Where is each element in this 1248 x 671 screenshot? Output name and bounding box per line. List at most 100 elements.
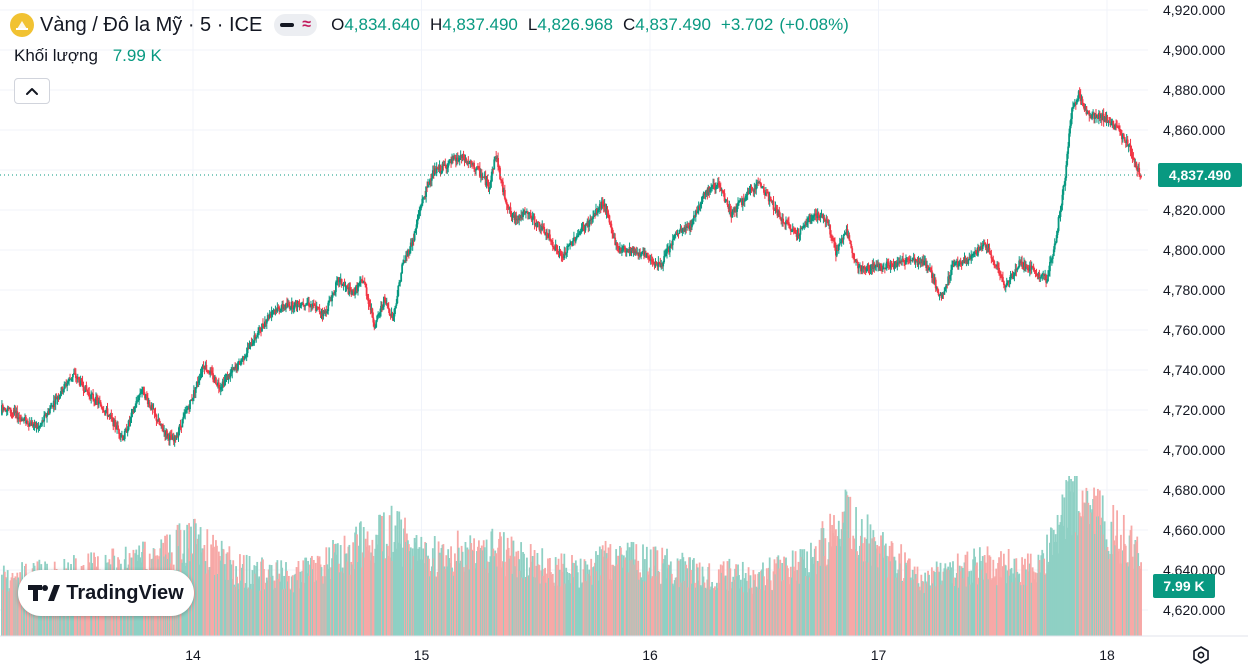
candle-body: [12, 413, 15, 415]
volume-bar: [500, 536, 502, 636]
volume-bar: [1054, 534, 1057, 636]
volume-bar: [480, 545, 483, 636]
candle-body: [382, 306, 384, 308]
indicator-toggle[interactable]: ≈: [274, 14, 318, 36]
volume-bar: [843, 511, 846, 636]
volume-bar: [299, 571, 302, 636]
candle-body: [636, 252, 639, 254]
symbol-title[interactable]: Vàng / Đô la Mỹ · 5 · ICE: [40, 13, 263, 36]
candle-body: [472, 162, 475, 165]
candle-body: [239, 360, 242, 365]
volume-bar: [1115, 535, 1118, 636]
candle-body: [158, 419, 161, 425]
volume-label[interactable]: Khối lượng: [14, 46, 98, 65]
volume-bar: [1063, 497, 1066, 636]
candle-body: [123, 430, 126, 439]
candle-body: [1023, 261, 1025, 268]
volume-bar: [732, 576, 735, 636]
volume-bar: [1049, 527, 1052, 636]
candle-body: [119, 433, 121, 437]
volume-bar: [903, 578, 905, 636]
collapse-legend-button[interactable]: [14, 78, 50, 104]
volume-bar: [409, 547, 412, 636]
candle-body: [896, 262, 899, 268]
candle-body: [78, 379, 81, 386]
volume-bar: [287, 581, 289, 636]
volume-bar: [295, 567, 298, 636]
volume-bar: [234, 586, 237, 636]
volume-bar: [297, 560, 300, 636]
volume-bar: [497, 547, 499, 636]
volume-bar: [1064, 538, 1067, 636]
candle-body: [408, 250, 411, 254]
volume-bar: [822, 528, 825, 636]
minimize-icon[interactable]: [280, 23, 295, 27]
volume-bar: [894, 560, 897, 636]
candle-body: [182, 416, 185, 420]
volume-bar: [912, 579, 915, 636]
volume-bar: [997, 562, 999, 636]
candle-body: [295, 300, 298, 308]
candle-body: [341, 284, 344, 286]
candle-body: [307, 302, 309, 304]
volume-bar: [578, 587, 581, 636]
volume-bar: [646, 571, 649, 636]
candle-body: [823, 217, 826, 221]
candle-body: [386, 303, 389, 308]
candle-body: [711, 185, 714, 187]
candle-body: [1033, 270, 1036, 273]
candle-body: [795, 233, 798, 237]
candle-body: [189, 400, 191, 410]
candle-body: [650, 259, 653, 262]
volume-bar: [446, 566, 449, 636]
volume-bar: [565, 567, 568, 636]
candle-body: [232, 368, 235, 370]
candle-body: [934, 279, 937, 289]
candle-body: [1005, 283, 1008, 287]
candle-body: [552, 246, 555, 250]
candle-body: [725, 200, 728, 202]
volume-bar: [311, 569, 314, 636]
volume-bar: [1130, 525, 1133, 636]
volume-bar: [245, 554, 248, 636]
compare-wave-icon[interactable]: ≈: [302, 16, 312, 33]
candle-body: [944, 287, 947, 292]
volume-bar: [268, 564, 271, 636]
candle-body: [566, 246, 569, 253]
candle-body: [1012, 276, 1015, 278]
volume-bar: [292, 592, 295, 636]
volume-bar: [233, 584, 236, 636]
volume-bar: [453, 575, 455, 636]
volume-bar: [683, 580, 686, 636]
candle-body: [670, 244, 673, 246]
candle-body: [830, 234, 833, 237]
chart-settings-button[interactable]: [1190, 644, 1212, 666]
candle-body: [438, 165, 441, 170]
tradingview-logo[interactable]: TradingView: [18, 570, 194, 616]
candle-body: [914, 260, 917, 263]
volume-bar: [296, 580, 299, 636]
candle-body: [562, 257, 565, 259]
candle-body: [284, 307, 286, 309]
volume-bar: [574, 560, 577, 636]
candle-body: [49, 405, 52, 409]
candle-body: [454, 157, 457, 162]
candle-body: [326, 311, 329, 314]
volume-bar: [310, 557, 312, 636]
candle-body: [721, 190, 724, 193]
candle-body: [555, 245, 558, 250]
candle-body: [397, 285, 400, 296]
volume-bar: [982, 579, 985, 636]
volume-bar: [382, 512, 385, 636]
candle-body: [976, 252, 978, 256]
candle-body: [168, 434, 170, 441]
candle-body: [828, 225, 831, 227]
volume-bar: [661, 547, 664, 636]
candle-body: [685, 226, 688, 228]
candle-body: [816, 212, 819, 218]
volume-bar: [796, 570, 799, 636]
candle-body: [1138, 167, 1141, 175]
volume-bar: [335, 543, 337, 636]
volume-bar: [859, 545, 861, 636]
